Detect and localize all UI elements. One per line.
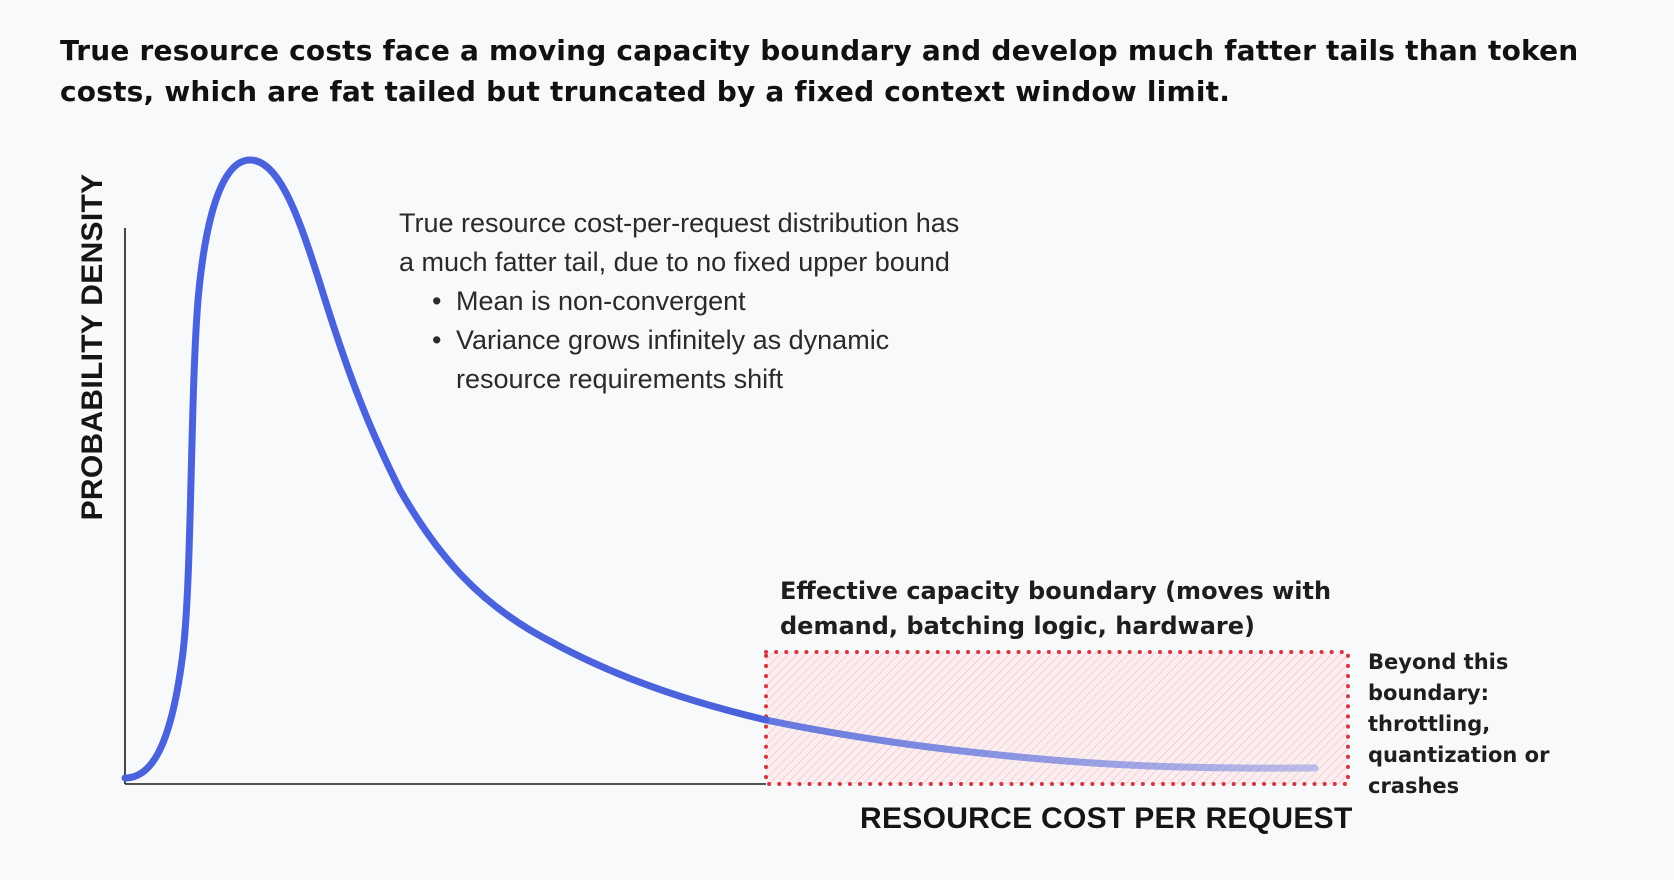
annotation-line-1: True resource cost-per-request distribut… [399,208,960,238]
headline-line-1: True resource costs face a moving capaci… [60,34,1579,67]
beyond-label-line-1: Beyond this [1368,650,1509,674]
beyond-label-line-2: boundary: [1368,681,1490,705]
boundary-label-line-2: demand, batching logic, hardware) [780,612,1255,640]
bullet-variance: • Variance grows infinitely as dynamic [432,321,1059,360]
capacity-boundary-region [766,652,1348,784]
bullet-dot-icon: • [432,325,442,355]
bullet-mean: • Mean is non-convergent [432,282,1059,321]
x-axis-label: RESOURCE COST PER REQUEST [860,802,1353,835]
distribution-curve-tail [762,716,1319,772]
boundary-label-line-1: Effective capacity boundary (moves with [780,577,1332,605]
distribution-curve [121,156,770,782]
capacity-boundary-label: Effective capacity boundary (moves with … [780,574,1331,644]
annotation-bullets: • Mean is non-convergent • Variance grow… [399,282,1059,399]
tail-annotation: True resource cost-per-request distribut… [399,204,1059,399]
beyond-boundary-label: Beyond this boundary: throttling, quanti… [1368,647,1549,802]
headline: True resource costs face a moving capaci… [60,30,1620,112]
beyond-label-line-3: throttling, [1368,712,1491,736]
bullet-dot-icon: • [432,286,442,316]
beyond-label-line-5: crashes [1368,774,1460,798]
beyond-label-line-4: quantization or [1368,743,1550,767]
headline-line-2: costs, which are fat tailed but truncate… [60,75,1231,108]
annotation-line-2: a much fatter tail, due to no fixed uppe… [399,247,950,277]
y-axis-label: PROBABILITY DENSITY [76,173,109,521]
bullet-variance-continued: resource requirements shift [456,364,784,394]
